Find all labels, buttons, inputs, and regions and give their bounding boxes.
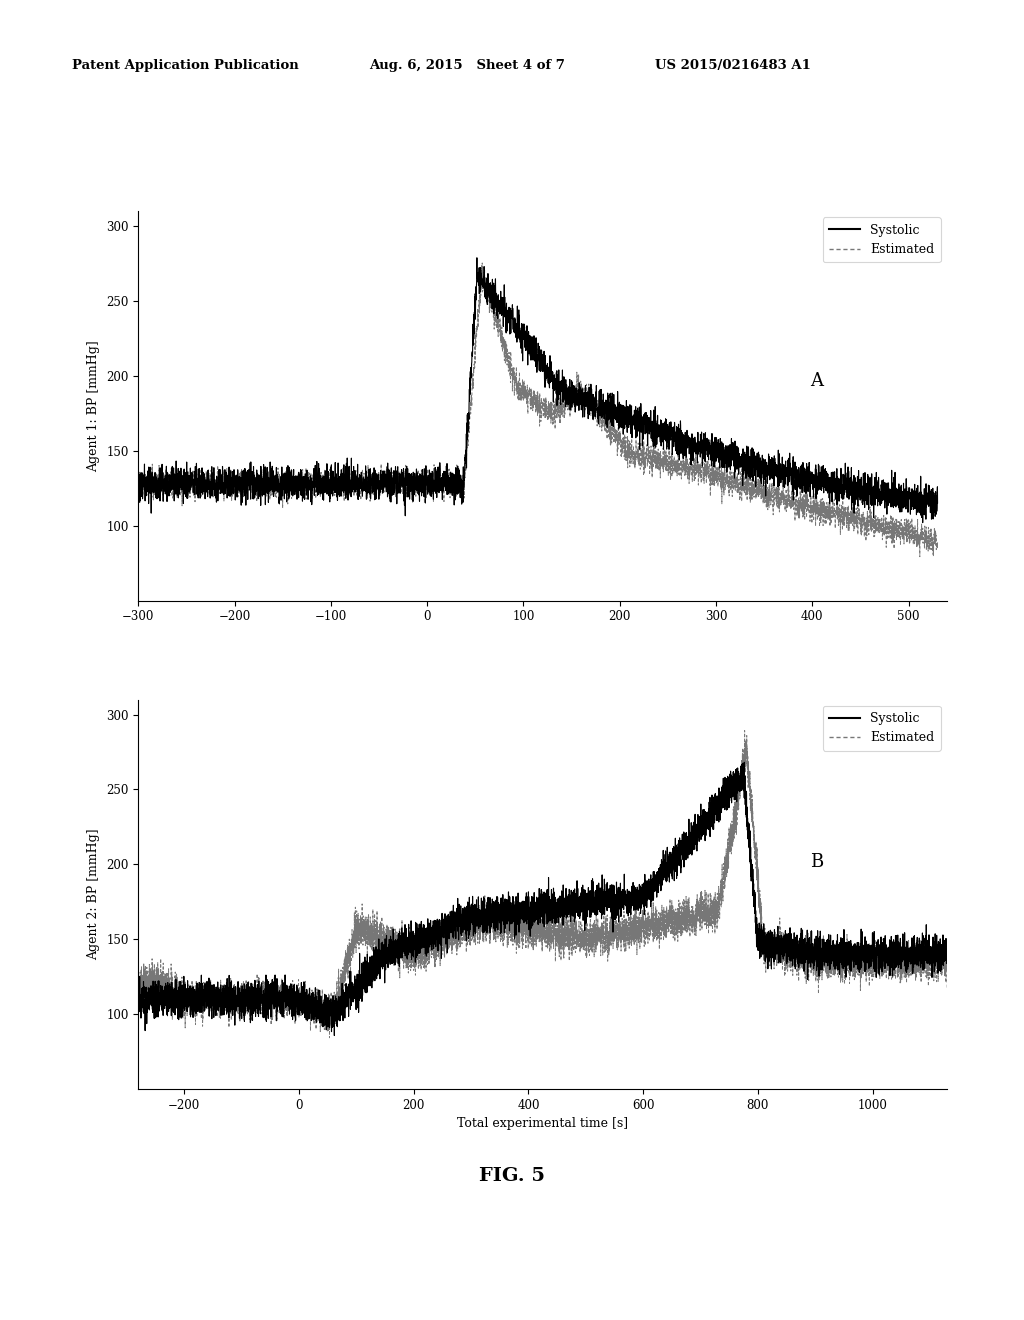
Text: FIG. 5: FIG. 5 [479,1167,545,1185]
X-axis label: Total experimental time [s]: Total experimental time [s] [457,1117,629,1130]
Text: B: B [810,853,823,871]
Y-axis label: Agent 1: BP [mmHg]: Agent 1: BP [mmHg] [87,341,100,471]
Text: Patent Application Publication: Patent Application Publication [72,59,298,73]
Text: US 2015/0216483 A1: US 2015/0216483 A1 [655,59,811,73]
Text: Aug. 6, 2015   Sheet 4 of 7: Aug. 6, 2015 Sheet 4 of 7 [369,59,564,73]
Y-axis label: Agent 2: BP [mmHg]: Agent 2: BP [mmHg] [87,829,100,960]
Legend: Systolic, Estimated: Systolic, Estimated [823,706,941,751]
Legend: Systolic, Estimated: Systolic, Estimated [823,218,941,263]
Text: A: A [810,372,822,391]
